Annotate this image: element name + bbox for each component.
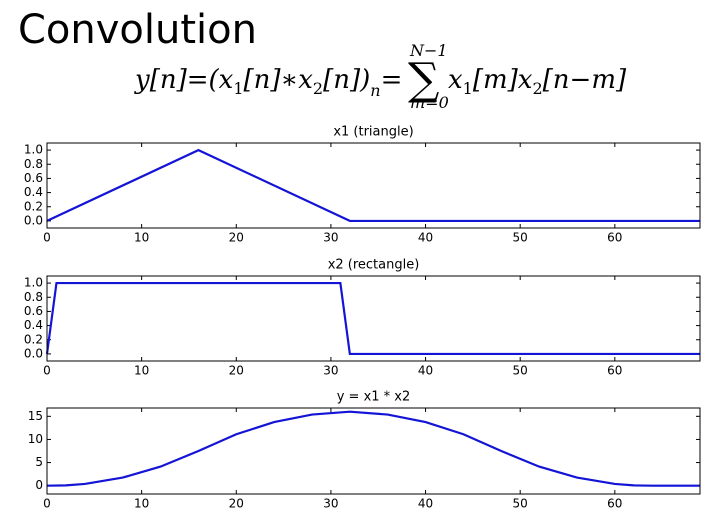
x-tick-label: 20: [229, 497, 244, 511]
formula-part: [m]x: [473, 65, 533, 95]
y-tick-label: 0.2: [24, 199, 43, 213]
x-tick-label: 40: [418, 497, 433, 511]
x-tick-label: 60: [607, 497, 622, 511]
x-tick-label: 0: [43, 497, 51, 511]
data-line: [45, 281, 700, 356]
formula-part: x: [448, 65, 463, 95]
y-tick-label: 0.4: [24, 185, 43, 199]
formula-part: [n]∗x: [244, 65, 314, 95]
y-tick-label: 0.8: [24, 157, 43, 171]
formula-left: y[n]=(x1[n]∗x2[n])n=: [134, 65, 402, 100]
plot-frame: [46, 275, 701, 362]
formula-part: [n]): [323, 65, 370, 95]
y-tick-label: 15: [28, 409, 43, 423]
x-tick-label: 60: [607, 364, 622, 378]
y-tick-label: 0.6: [24, 171, 43, 185]
x-tick-label: 60: [607, 231, 622, 245]
y-tick-label: 0.2: [24, 332, 43, 346]
x-tick-label: 40: [418, 231, 433, 245]
x-tick-label: 40: [418, 364, 433, 378]
x-tick-label: 50: [513, 497, 528, 511]
formula-part: 2: [532, 79, 542, 98]
formula-part: [n−m]: [543, 65, 627, 95]
x-tick-label: 20: [229, 231, 244, 245]
x-tick-label: 30: [323, 364, 338, 378]
y-tick-label: 0.0: [24, 346, 43, 360]
formula-upper: N−1: [409, 41, 448, 60]
y-tick-label: 1.0: [24, 143, 43, 157]
formula-part: n: [370, 81, 380, 100]
y-tick-label: 5: [35, 455, 43, 469]
y-tick-label: 0: [35, 478, 43, 492]
data-line: [46, 410, 700, 487]
y-tick-label: 0.8: [24, 290, 43, 304]
x-tick-label: 30: [323, 231, 338, 245]
chart-title: x1 (triangle): [333, 125, 413, 140]
chart-title: y = x1 * x2: [337, 390, 411, 405]
y-tick-label: 1.0: [24, 276, 43, 290]
formula-part: 1: [233, 79, 243, 98]
x-tick-label: 10: [134, 497, 149, 511]
formula-sum: ∑: [408, 54, 439, 105]
y-tick-label: 0.6: [24, 304, 43, 318]
x-tick-label: 30: [323, 497, 338, 511]
x-tick-label: 50: [513, 231, 528, 245]
formula-part: 1: [463, 79, 473, 98]
formula-part: y[n]=(x: [134, 65, 234, 95]
formula-part: =: [381, 65, 403, 95]
x-tick-label: 20: [229, 364, 244, 378]
slide-title: Convolution: [18, 7, 257, 53]
plot-frame: [46, 407, 701, 495]
formula-right: x1[m]x2[n−m]: [448, 65, 627, 98]
x-tick-label: 10: [134, 364, 149, 378]
y-tick-label: 0.4: [24, 318, 43, 332]
x-tick-label: 0: [43, 231, 51, 245]
y-tick-label: 0.0: [24, 213, 43, 227]
x-tick-label: 0: [43, 364, 51, 378]
x-tick-label: 50: [513, 364, 528, 378]
y-tick-label: 10: [28, 432, 43, 446]
formula-lower: m=0: [410, 93, 449, 112]
chart-title: x2 (rectangle): [328, 258, 420, 273]
plot-frame: [46, 142, 701, 229]
formula-part: 2: [313, 79, 323, 98]
x-tick-label: 10: [134, 231, 149, 245]
data-line: [46, 148, 700, 223]
